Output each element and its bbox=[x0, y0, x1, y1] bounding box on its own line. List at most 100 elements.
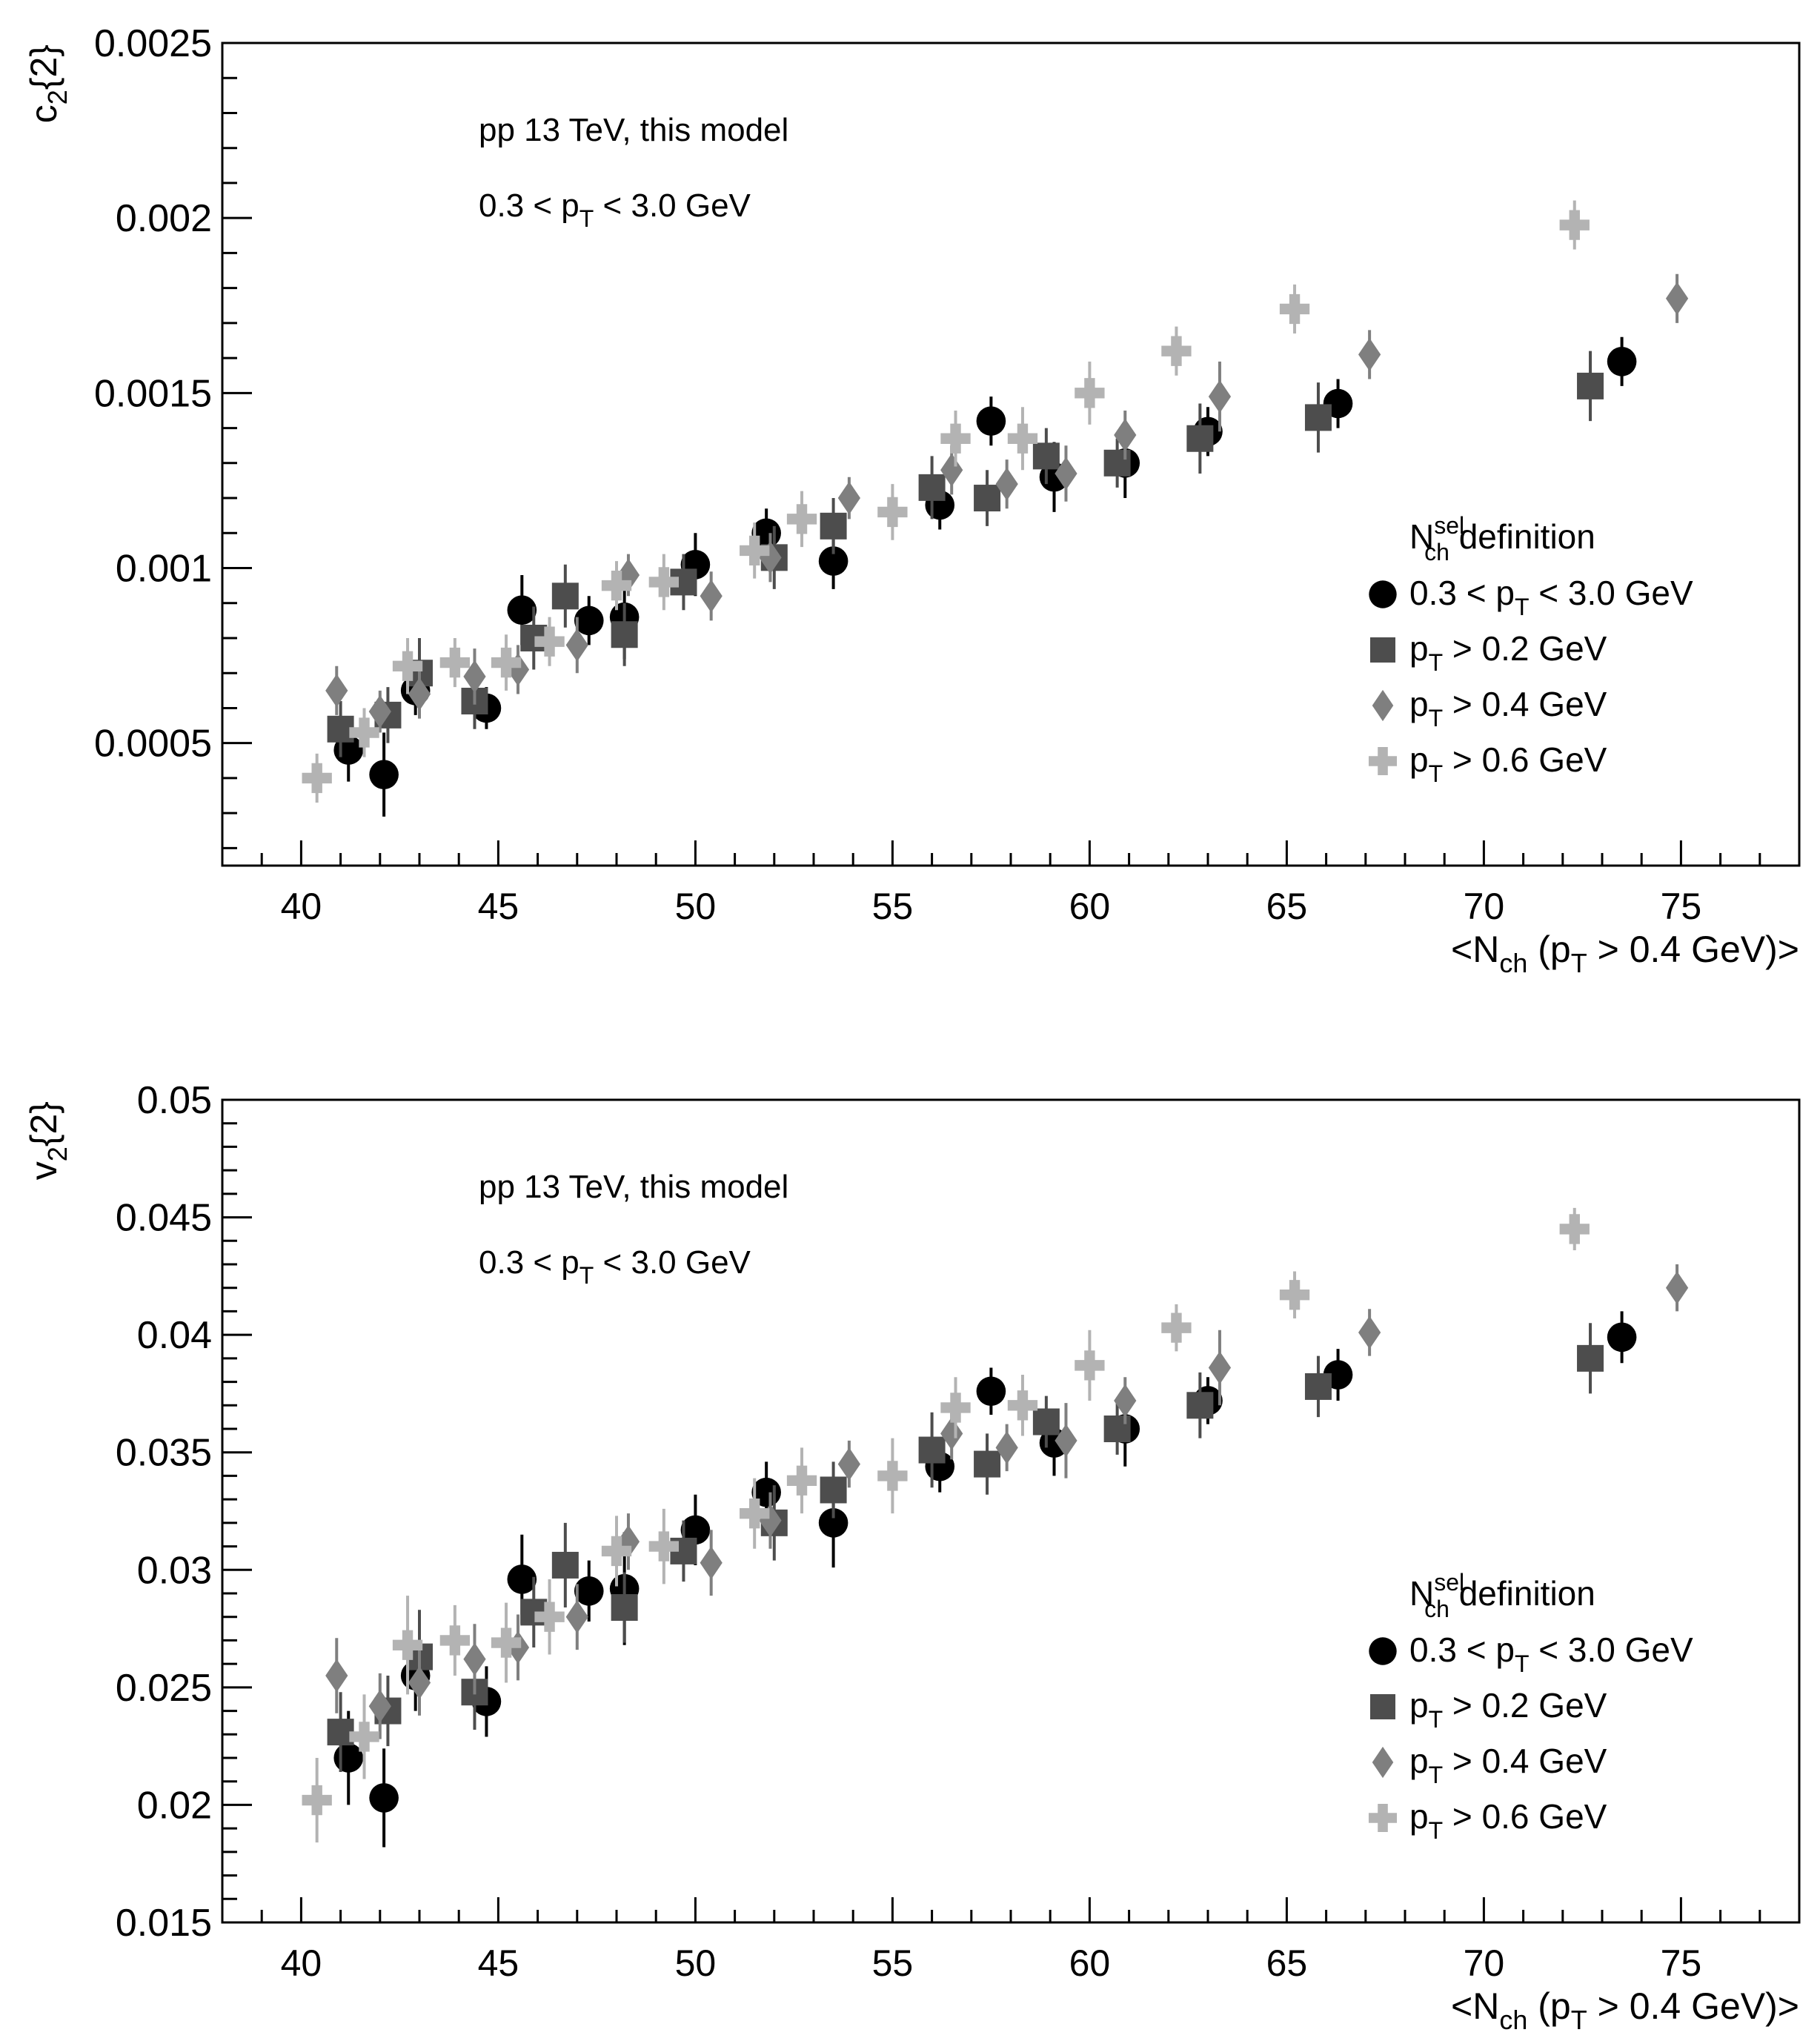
y-axis-label: v2{2} bbox=[23, 1101, 73, 1180]
x-axis-label-part: <N bbox=[1451, 1985, 1499, 2027]
legend-marker-square bbox=[1370, 1694, 1395, 1719]
data-point-square bbox=[820, 512, 847, 540]
annotation-sub: T bbox=[579, 205, 594, 232]
data-point-cross bbox=[534, 1602, 565, 1632]
data-point-diamond bbox=[1665, 1271, 1689, 1305]
data-point-square bbox=[1304, 1373, 1332, 1400]
data-point-diamond bbox=[940, 453, 963, 487]
legend-marker-diamond bbox=[1372, 689, 1394, 722]
data-point-cross bbox=[491, 647, 522, 678]
data-point-diamond bbox=[463, 660, 486, 694]
y-axis-label-part: c bbox=[23, 104, 64, 123]
legend-label-part: p bbox=[1409, 1797, 1429, 1836]
x-axis-label-sub: ch bbox=[1499, 948, 1527, 978]
data-point-cross bbox=[648, 567, 679, 597]
data-point-circle bbox=[507, 595, 537, 625]
data-point-cross bbox=[877, 1461, 908, 1491]
data-point-square bbox=[1577, 372, 1604, 399]
data-point-circle bbox=[818, 1508, 848, 1538]
x-tick-label: 60 bbox=[1069, 886, 1111, 927]
chart-panel-2: 40 45 50 55 60 65 70 75 0.015 0.02 0.025 0.03 0.035 0… bbox=[23, 1079, 1801, 2035]
legend-label: pT > 0.4 GeV bbox=[1409, 1742, 1607, 1788]
data-point-cross bbox=[601, 1536, 632, 1567]
data-point-cross bbox=[877, 497, 908, 528]
legend-label-part: p bbox=[1409, 1742, 1429, 1780]
data-point-cross bbox=[1559, 210, 1590, 240]
x-tick-label: 65 bbox=[1266, 1942, 1308, 1984]
data-point-diamond bbox=[700, 1546, 723, 1580]
x-tick-label: 45 bbox=[478, 1942, 519, 1984]
data-point-square bbox=[551, 1551, 579, 1579]
data-point-cross bbox=[392, 1630, 423, 1660]
legend-marker-diamond bbox=[1372, 1746, 1394, 1779]
y-tick-label: 0.0025 bbox=[94, 22, 212, 65]
annotation-part: < 3.0 GeV bbox=[594, 1244, 751, 1281]
data-point-cross bbox=[648, 1531, 679, 1562]
data-point-diamond bbox=[1055, 1424, 1077, 1458]
legend-label-sub: T bbox=[1429, 1762, 1444, 1788]
y-tick-label: 0.015 bbox=[116, 1902, 212, 1945]
legend-marker-cross bbox=[1368, 746, 1398, 776]
y-tick-label: 0.045 bbox=[116, 1197, 212, 1240]
series-cross bbox=[302, 1207, 1590, 1843]
annotation-sub: T bbox=[579, 1262, 594, 1289]
data-point-circle bbox=[369, 1783, 399, 1813]
data-point-cross bbox=[786, 504, 817, 534]
data-point-cross bbox=[349, 1722, 379, 1752]
annotation-part: < 3.0 GeV bbox=[594, 187, 751, 224]
y-axis-label-part: {2} bbox=[23, 44, 64, 90]
data-point-circle bbox=[1607, 1322, 1637, 1353]
data-point-diamond bbox=[368, 694, 391, 729]
data-point-diamond bbox=[995, 467, 1018, 501]
legend-title-part: definition bbox=[1449, 1574, 1595, 1613]
annotation-system: pp 13 TeV, this model bbox=[479, 1169, 788, 1205]
x-tick-label: 40 bbox=[281, 1942, 322, 1984]
data-point-square bbox=[1032, 442, 1060, 470]
y-axis-label-sub: 2 bbox=[42, 1146, 73, 1161]
data-point-circle bbox=[507, 1564, 537, 1594]
data-point-diamond bbox=[1114, 1384, 1137, 1418]
x-axis-label: <Nch (pT > 0.4 GeV)> bbox=[1451, 1985, 1799, 2035]
data-point-diamond bbox=[325, 674, 348, 708]
legend-label-sub: T bbox=[1429, 1817, 1444, 1844]
legend-title-part: N bbox=[1409, 1574, 1434, 1613]
x-axis-label-part: (p bbox=[1527, 1985, 1570, 2027]
data-point-diamond bbox=[837, 1447, 860, 1481]
data-point-square bbox=[1186, 1392, 1214, 1419]
x-axis-label: <Nch (pT > 0.4 GeV)> bbox=[1451, 929, 1799, 978]
legend-label-part: p bbox=[1409, 685, 1429, 723]
data-point-square bbox=[1577, 1344, 1604, 1372]
data-point-cross bbox=[1161, 336, 1192, 366]
data-point-cross bbox=[349, 717, 379, 748]
data-point-diamond bbox=[940, 1417, 963, 1450]
data-point-diamond bbox=[1208, 1351, 1232, 1384]
x-axis-label-part: <N bbox=[1451, 929, 1499, 970]
legend-title: Nsel ch definition bbox=[1409, 1569, 1595, 1622]
legend-label: pT > 0.6 GeV bbox=[1409, 1797, 1607, 1844]
data-point-diamond bbox=[463, 1642, 486, 1676]
x-axis-label-part: (p bbox=[1527, 929, 1570, 970]
legend-marker-circle bbox=[1369, 580, 1397, 608]
data-point-cross bbox=[1007, 1390, 1038, 1421]
data-point-square bbox=[820, 1476, 847, 1504]
x-tick-label: 70 bbox=[1464, 886, 1505, 927]
x-tick-label: 50 bbox=[675, 1942, 717, 1984]
data-point-cross bbox=[1279, 293, 1310, 325]
annotation-pt-range: 0.3 < pT < 3.0 GeV bbox=[479, 1244, 751, 1289]
data-point-square bbox=[918, 474, 946, 501]
x-tick-label: 65 bbox=[1266, 886, 1308, 927]
data-point-square bbox=[611, 621, 638, 648]
x-tick-label: 75 bbox=[1661, 1942, 1702, 1984]
data-point-cross bbox=[439, 1625, 471, 1656]
legend-label-sub: T bbox=[1515, 594, 1530, 620]
legend-label-part: > 0.2 GeV bbox=[1443, 1686, 1607, 1725]
data-point-cross bbox=[601, 570, 632, 601]
data-point-circle bbox=[680, 1515, 711, 1545]
y-tick-label: 0.02 bbox=[137, 1784, 212, 1827]
x-axis-label-sub: T bbox=[1571, 2005, 1587, 2035]
data-point-square bbox=[1304, 404, 1332, 431]
data-point-diamond bbox=[565, 1600, 588, 1634]
data-point-diamond bbox=[1665, 282, 1689, 316]
x-tick-label: 55 bbox=[872, 1942, 914, 1984]
